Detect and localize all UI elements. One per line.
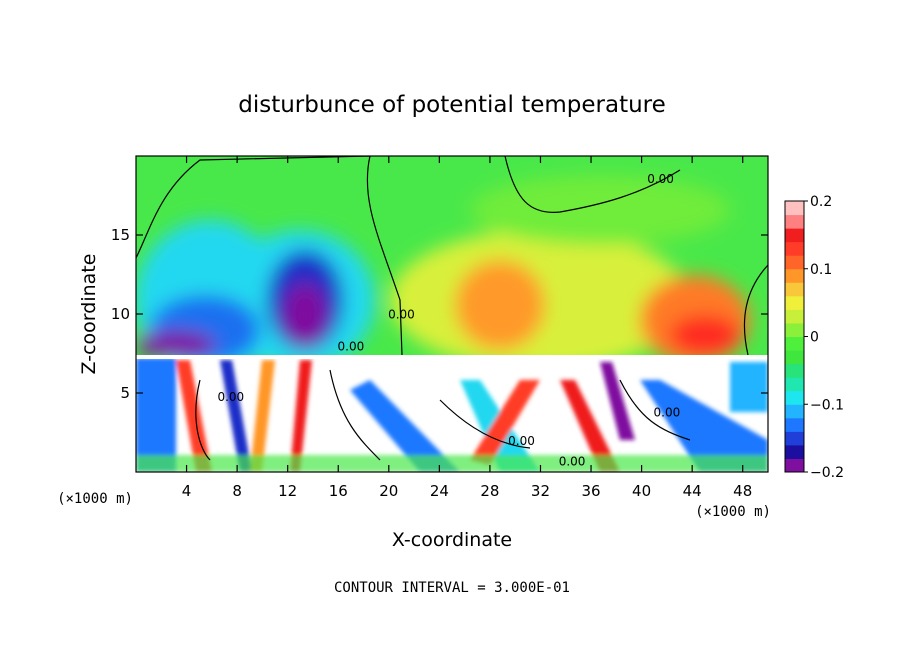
colorbar-segment [785, 241, 804, 256]
x-axis-ticks: 4 8 12 16 20 24 28 32 36 40 44 48 [182, 156, 752, 500]
colorbar-segment [785, 404, 804, 419]
x-tick-label: 20 [379, 482, 398, 500]
colorbar-segment [785, 444, 804, 459]
colorbar-segment [785, 363, 804, 378]
colorbar-segment [785, 336, 804, 351]
colorbar-segment [785, 390, 804, 405]
contour-lower-3 [439, 399, 531, 449]
contour-labels: 0.00 0.00 0.00 0.00 0.00 0.00 0.00 [217, 172, 680, 469]
x-tick-label: 12 [278, 482, 297, 500]
x-tick-label: 8 [232, 482, 242, 500]
colorbar-segment [785, 431, 804, 446]
colorbar-segment [785, 309, 804, 324]
contour-zero-edge [743, 264, 768, 356]
contour-lower-1 [195, 379, 211, 461]
x-tick-label: 16 [329, 482, 348, 500]
colorbar-tick-label: −0.1 [810, 397, 844, 413]
x-tick-label: 36 [581, 482, 600, 500]
colorbar-segment [785, 268, 804, 283]
colorbar-tick-label: 0 [810, 330, 819, 346]
layer-interface [136, 355, 768, 359]
y-tick-label: 5 [120, 384, 130, 402]
x-axis-label: X-coordinate [392, 529, 512, 551]
colorbar [785, 201, 804, 473]
colorbar-segment [785, 417, 804, 432]
colorbar-segment [785, 322, 804, 337]
contour-zero-right [504, 156, 681, 213]
x-tick-label: 44 [683, 482, 702, 500]
y-axis-label: Z-coordinate [78, 254, 100, 375]
contour-label: 0.00 [388, 308, 415, 322]
colorbar-segment [785, 350, 804, 365]
contour-lower-2 [329, 369, 381, 461]
colorbar-tick-label: −0.2 [810, 465, 844, 481]
x-tick-label: 40 [632, 482, 651, 500]
contour-label: 0.00 [647, 172, 674, 186]
heatmap-field [136, 156, 768, 472]
contour-label: 0.00 [338, 339, 365, 353]
x-tick-label: 4 [182, 482, 192, 500]
y-axis-ticks: 5 10 15 [111, 226, 768, 402]
colorbar-segment [785, 255, 804, 270]
x-tick-label: 32 [531, 482, 550, 500]
colorbar-segment [785, 295, 804, 310]
y-tick-label: 10 [111, 305, 130, 323]
colorbar-segment [785, 214, 804, 229]
x-tick-label: 48 [733, 482, 752, 500]
colorbar-segment [785, 377, 804, 392]
contour-lower-4 [619, 379, 691, 441]
x-tick-label: 24 [430, 482, 449, 500]
y-tick-label: 15 [111, 226, 130, 244]
contour-interval-note: CONTOUR INTERVAL = 3.000E-01 [334, 580, 570, 596]
lower-layer [136, 358, 768, 472]
contour-label: 0.00 [654, 406, 681, 420]
colorbar-segment [785, 228, 804, 243]
colorbar-segment [785, 458, 804, 473]
colorbar-ticks: 0.2 0.1 0 −0.1 −0.2 [804, 194, 844, 481]
contour-label: 0.00 [217, 390, 244, 404]
colorbar-segment [785, 282, 804, 297]
colorbar-segment [785, 201, 804, 216]
y-axis-unit: (×1000 m) [57, 491, 133, 507]
upper-layer-blobs [136, 175, 750, 356]
x-axis-unit: (×1000 m) [695, 504, 771, 520]
contour-lines [136, 156, 768, 461]
colorbar-tick-label: 0.1 [810, 262, 832, 278]
chart-title: disturbunce of potential temperature [238, 92, 666, 118]
colorbar-tick-label: 0.2 [810, 194, 832, 210]
x-tick-label: 28 [480, 482, 499, 500]
contour-label: 0.00 [508, 434, 535, 448]
contour-label: 0.00 [559, 455, 586, 469]
